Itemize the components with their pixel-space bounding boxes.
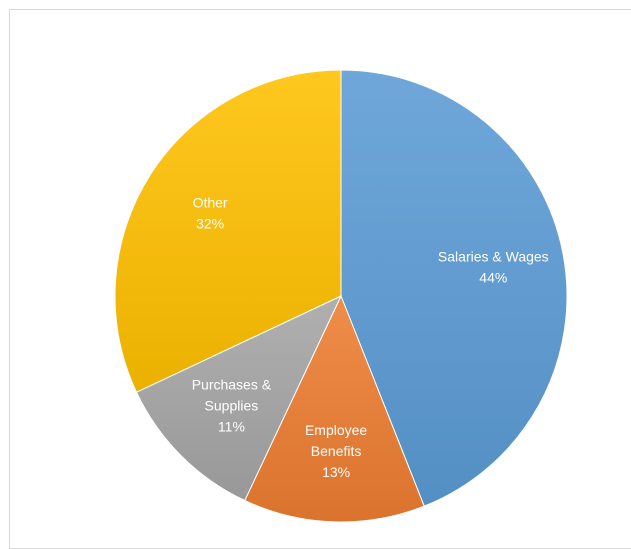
- data-label-line: 11%: [218, 419, 245, 435]
- pie-slice-employee-benefits: [244, 294, 425, 523]
- data-label-salaries-and-wages: Salaries & Wages 44%: [438, 249, 549, 286]
- pie-data-labels: Salaries & Wages 44% Employee Benefits 13% Pu…: [192, 194, 549, 480]
- data-label-line: Benefits: [311, 443, 362, 459]
- data-label-purchases-and-supplies: Purchases & Supplies 11%: [192, 377, 272, 435]
- data-label-line: 13%: [322, 464, 350, 480]
- data-label-employee-benefits: Employee Benefits 13%: [305, 422, 367, 480]
- data-label-line: Salaries & Wages: [438, 249, 549, 265]
- pie-chart: Salaries & Wages 44% Employee Benefits 13% Pu…: [114, 69, 568, 523]
- pie-slice-other: [114, 69, 342, 393]
- pie-slice-purchases-and-supplies: [135, 294, 343, 502]
- pie-slices: [114, 69, 568, 523]
- pie-slice-salaries-and-wages: [340, 69, 568, 507]
- data-label-other: Other 32%: [193, 194, 228, 231]
- data-label-line: Purchases &: [192, 377, 272, 393]
- data-label-line: Employee: [305, 422, 367, 438]
- data-label-line: 32%: [196, 215, 224, 231]
- data-label-line: Supplies: [205, 398, 259, 414]
- data-label-line: 44%: [479, 270, 507, 286]
- data-label-line: Other: [193, 194, 228, 210]
